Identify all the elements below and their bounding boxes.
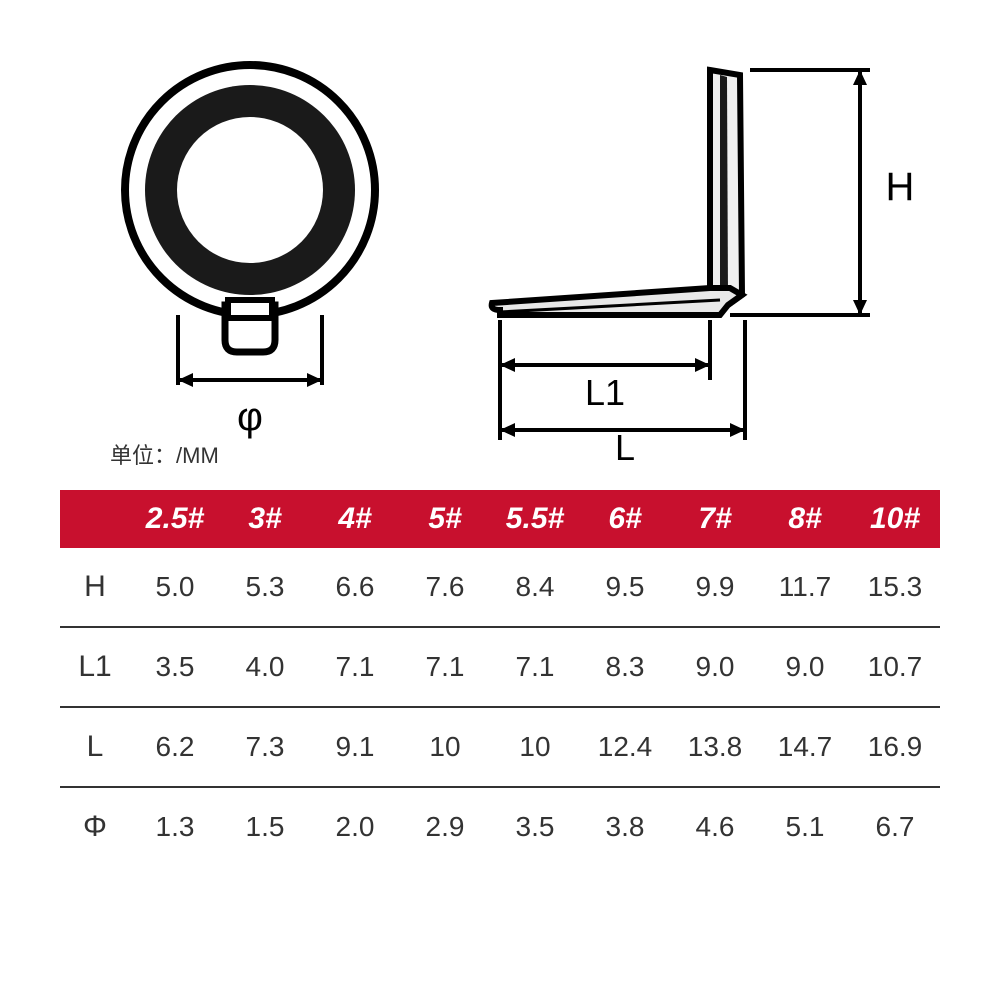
table-cell: 7.1	[490, 627, 580, 707]
header-size: 4#	[310, 490, 400, 548]
table-cell: 2.0	[310, 787, 400, 866]
table-cell: 14.7	[760, 707, 850, 787]
table-cell: 8.3	[580, 627, 670, 707]
table-cell: 6.2	[130, 707, 220, 787]
row-label: L	[60, 707, 130, 787]
table-cell: 9.0	[760, 627, 850, 707]
table-cell: 10	[490, 707, 580, 787]
table-cell: 10	[400, 707, 490, 787]
table-cell: 1.3	[130, 787, 220, 866]
row-label: H	[60, 548, 130, 627]
table-row: Φ1.31.52.02.93.53.84.65.16.7	[60, 787, 940, 866]
l1-label: L1	[585, 372, 625, 413]
table-cell: 13.8	[670, 707, 760, 787]
row-label: Φ	[60, 787, 130, 866]
table-cell: 6.6	[310, 548, 400, 627]
table-cell: 7.3	[220, 707, 310, 787]
h-label: H	[886, 165, 915, 209]
table-row: L13.54.07.17.17.18.39.09.010.7	[60, 627, 940, 707]
table-cell: 9.5	[580, 548, 670, 627]
table-cell: 9.0	[670, 627, 760, 707]
header-size: 8#	[760, 490, 850, 548]
table-cell: 3.5	[130, 627, 220, 707]
table-cell: 6.7	[850, 787, 940, 866]
header-size: 7#	[670, 490, 760, 548]
table-cell: 7.6	[400, 548, 490, 627]
table-row: H5.05.36.67.68.49.59.911.715.3	[60, 548, 940, 627]
header-size: 5.5#	[490, 490, 580, 548]
table-cell: 2.9	[400, 787, 490, 866]
table-cell: 16.9	[850, 707, 940, 787]
table-cell: 9.9	[670, 548, 760, 627]
l-label: L	[615, 427, 635, 460]
header-size: 2.5#	[130, 490, 220, 548]
table-cell: 12.4	[580, 707, 670, 787]
table-cell: 3.8	[580, 787, 670, 866]
size-table: 2.5# 3# 4# 5# 5.5# 6# 7# 8# 10# H5.05.36…	[60, 490, 940, 866]
table-cell: 4.6	[670, 787, 760, 866]
ring-front-view: φ	[90, 40, 410, 440]
table-cell: 1.5	[220, 787, 310, 866]
ring-side-view: H L1 L	[430, 40, 930, 460]
table-cell: 15.3	[850, 548, 940, 627]
header-blank	[60, 490, 130, 548]
table-cell: 7.1	[310, 627, 400, 707]
header-size: 3#	[220, 490, 310, 548]
table-header-row: 2.5# 3# 4# 5# 5.5# 6# 7# 8# 10#	[60, 490, 940, 548]
phi-label: φ	[237, 395, 263, 439]
table-cell: 7.1	[400, 627, 490, 707]
table-cell: 3.5	[490, 787, 580, 866]
table-cell: 5.3	[220, 548, 310, 627]
unit-label: 单位：/MM	[110, 438, 219, 470]
diagram-area: φ H L1 L 单位：/MM	[60, 40, 940, 460]
table-cell: 5.0	[130, 548, 220, 627]
table-cell: 8.4	[490, 548, 580, 627]
table-row: L6.27.39.1101012.413.814.716.9	[60, 707, 940, 787]
table-cell: 5.1	[760, 787, 850, 866]
table-cell: 4.0	[220, 627, 310, 707]
header-size: 5#	[400, 490, 490, 548]
header-size: 6#	[580, 490, 670, 548]
row-label: L1	[60, 627, 130, 707]
table-cell: 9.1	[310, 707, 400, 787]
header-size: 10#	[850, 490, 940, 548]
size-table-area: 2.5# 3# 4# 5# 5.5# 6# 7# 8# 10# H5.05.36…	[60, 490, 940, 866]
table-cell: 10.7	[850, 627, 940, 707]
table-cell: 11.7	[760, 548, 850, 627]
